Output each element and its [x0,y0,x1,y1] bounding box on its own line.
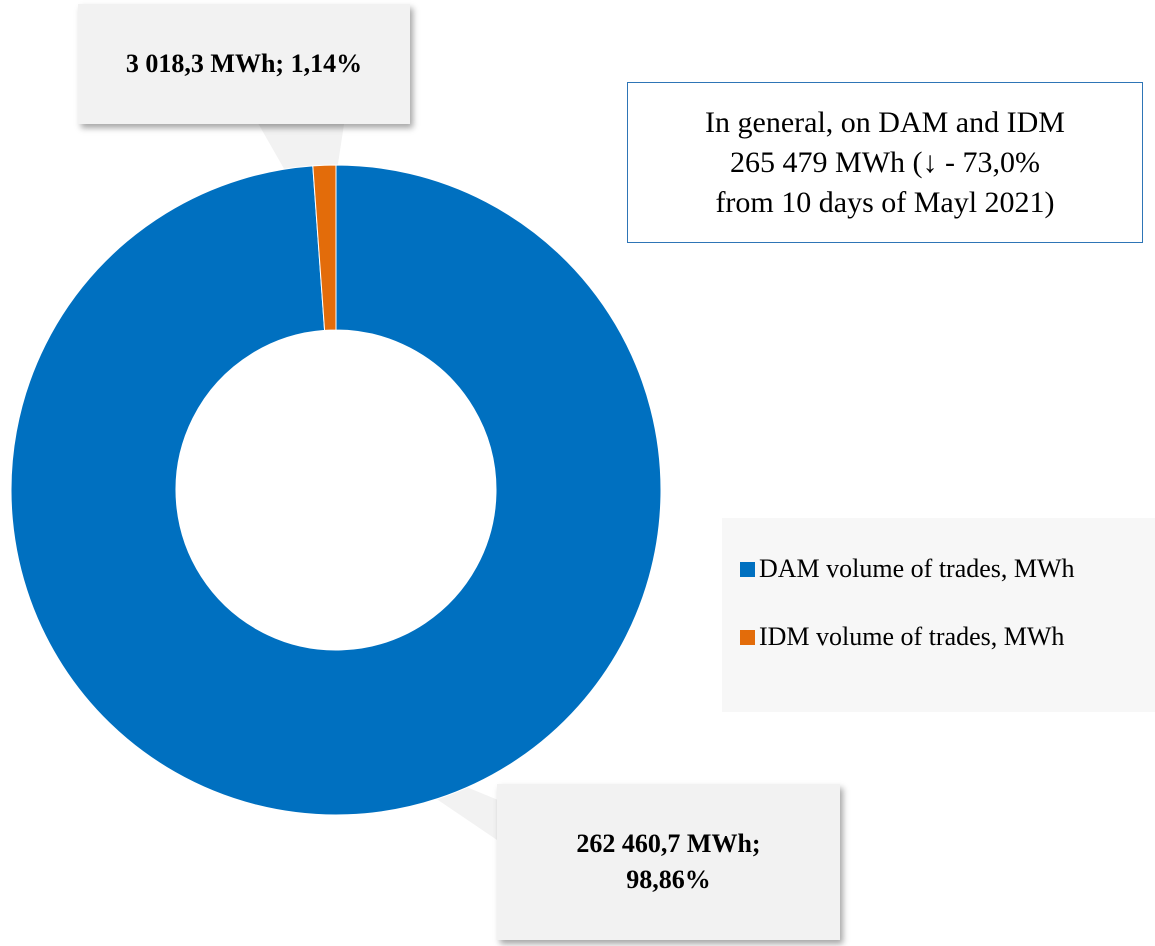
annotation-box: In general, on DAM and IDM 265 479 MWh (… [627,82,1143,243]
donut-slice [312,164,337,331]
value-label: 262 460,7 MWh; 98,86% [497,784,840,940]
legend-swatch [740,629,755,645]
legend-entry: IDM volume of trades, MWh [740,622,1064,652]
legend-label: DAM volume of trades, MWh [759,554,1075,583]
value-label: 3 018,3 MWh; 1,14% [78,4,410,124]
legend-swatch [740,561,755,577]
annotation: In general, on DAM and IDM [705,105,1065,139]
legend-entry: DAM volume of trades, MWh [740,554,1075,584]
donut-slice [10,164,662,816]
annotation: from 10 days of Mayl 2021) [715,185,1055,219]
legend: DAM volume of trades, MWh IDM volume of t… [722,518,1155,712]
annotation: 265 479 MWh (↓ - 73,0% [730,145,1040,179]
legend-label: IDM volume of trades, MWh [759,622,1065,651]
